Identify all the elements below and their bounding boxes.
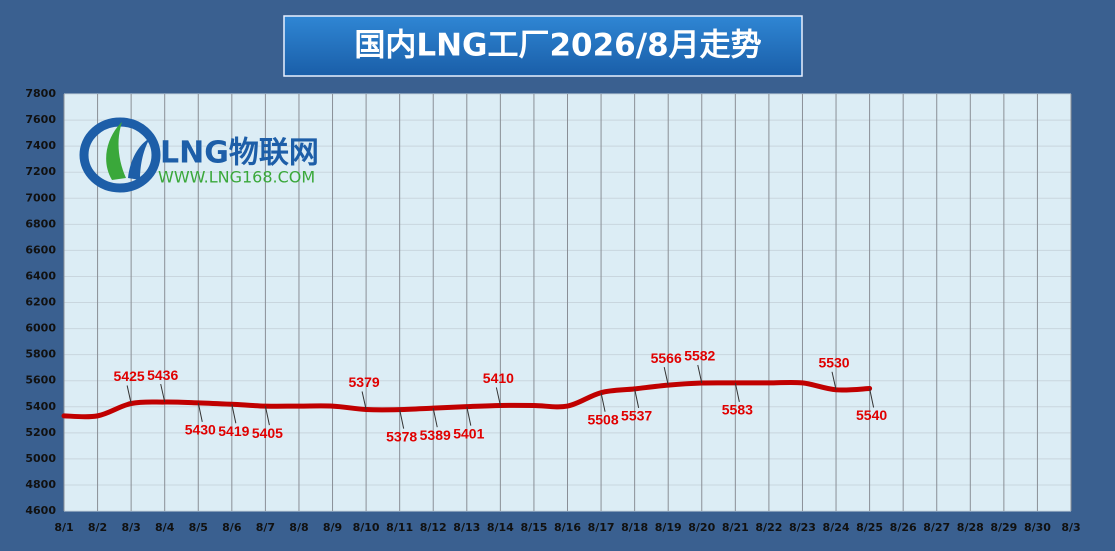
x-tick-label: 8/13 (453, 521, 480, 534)
data-label: 5378 (386, 428, 417, 444)
x-tick-label: 8/21 (722, 521, 749, 534)
data-label: 5389 (420, 427, 451, 443)
y-tick-label: 4800 (25, 478, 56, 491)
logo: LNG物联网 WWW.LNG168.COM (79, 117, 319, 193)
leader-line (361, 391, 367, 410)
leader-line (399, 409, 405, 429)
data-label: 5430 (185, 422, 216, 438)
data-label: 5508 (587, 411, 618, 427)
y-tick-label: 6200 (25, 296, 56, 309)
y-tick-label: 5400 (25, 400, 56, 413)
logo-name: LNG物联网 (160, 136, 319, 171)
leader-line (197, 402, 203, 422)
y-tick-label: 5000 (25, 452, 56, 465)
leader-line (160, 383, 166, 403)
x-tick-label: 8/24 (823, 521, 850, 534)
x-tick-label: 8/7 (256, 521, 275, 534)
x-tick-label: 8/8 (289, 521, 308, 534)
x-tick-label: 8/10 (353, 521, 380, 534)
logo-leaf (128, 138, 150, 180)
x-tick-label: 8/28 (957, 521, 984, 534)
data-label: 5379 (349, 374, 380, 390)
x-tick-label: 8/27 (923, 521, 950, 534)
leader-line (126, 385, 132, 404)
x-tick-label: 8/26 (890, 521, 917, 534)
data-label: 5419 (218, 423, 249, 439)
y-tick-label: 5800 (25, 348, 56, 361)
x-tick-label: 8/18 (621, 521, 648, 534)
x-tick-label: 8/15 (520, 521, 547, 534)
logo-url: WWW.LNG168.COM (158, 168, 315, 187)
y-tick-label: 4600 (25, 504, 56, 517)
y-tick-label: 7200 (25, 165, 56, 178)
leader-line (495, 387, 501, 406)
x-tick-label: 8/4 (155, 521, 175, 534)
y-tick-label: 6400 (25, 269, 56, 282)
x-tick-label: 8/3 (1061, 521, 1080, 534)
x-tick-label: 8/23 (789, 521, 816, 534)
x-tick-label: 8/16 (554, 521, 581, 534)
x-tick-label: 8/6 (222, 521, 242, 534)
y-tick-label: 7400 (25, 139, 56, 152)
x-tick-label: 8/11 (386, 521, 413, 534)
leader-line (869, 388, 875, 408)
data-label: 5401 (453, 425, 484, 441)
y-tick-label: 7000 (25, 191, 56, 204)
logo-ring (79, 117, 161, 193)
x-tick-label: 8/22 (755, 521, 782, 534)
x-tick-label: 8/17 (588, 521, 615, 534)
leader-line (697, 364, 703, 384)
leader-line (634, 388, 640, 409)
x-tick-label: 8/9 (323, 521, 342, 534)
logo-leaf (106, 122, 126, 180)
x-tick-label: 8/20 (688, 521, 715, 534)
x-tick-label: 8/2 (88, 521, 107, 534)
y-tick-label: 6800 (25, 217, 56, 230)
data-label: 5537 (621, 408, 652, 424)
data-label: 5582 (684, 348, 715, 364)
x-tick-label: 8/19 (655, 521, 682, 534)
y-tick-label: 6000 (25, 322, 56, 335)
data-label: 5436 (147, 367, 178, 383)
data-label: 5405 (252, 425, 283, 441)
x-tick-label: 8/12 (420, 521, 447, 534)
data-label: 5530 (818, 355, 849, 371)
x-tick-label: 8/29 (990, 521, 1017, 534)
leader-line (264, 405, 270, 426)
leader-line (466, 406, 472, 426)
leader-line (600, 392, 606, 412)
data-label: 5425 (114, 368, 145, 384)
data-label: 5410 (483, 370, 514, 386)
y-tick-label: 5600 (25, 374, 56, 387)
x-tick-label: 8/14 (487, 521, 514, 534)
data-label: 5540 (856, 407, 887, 423)
leader-line (432, 408, 438, 428)
x-tick-label: 8/30 (1024, 521, 1051, 534)
x-tick-label: 8/3 (121, 521, 140, 534)
x-tick-label: 8/5 (189, 521, 208, 534)
y-tick-label: 7800 (25, 87, 56, 100)
y-tick-label: 6600 (25, 243, 56, 256)
data-label: 5583 (722, 402, 753, 418)
title-box (283, 15, 803, 77)
y-tick-label: 7600 (25, 113, 56, 126)
x-tick-label: 8/1 (54, 521, 73, 534)
chart-title: 国内LNG工厂2026/8月走势 (354, 28, 761, 64)
leader-line (231, 404, 237, 424)
leader-line (734, 382, 740, 403)
leader-line (663, 367, 669, 386)
x-tick-label: 8/25 (856, 521, 883, 534)
leader-line (831, 371, 837, 390)
data-label: 5566 (651, 350, 682, 366)
y-tick-label: 5200 (25, 426, 56, 439)
